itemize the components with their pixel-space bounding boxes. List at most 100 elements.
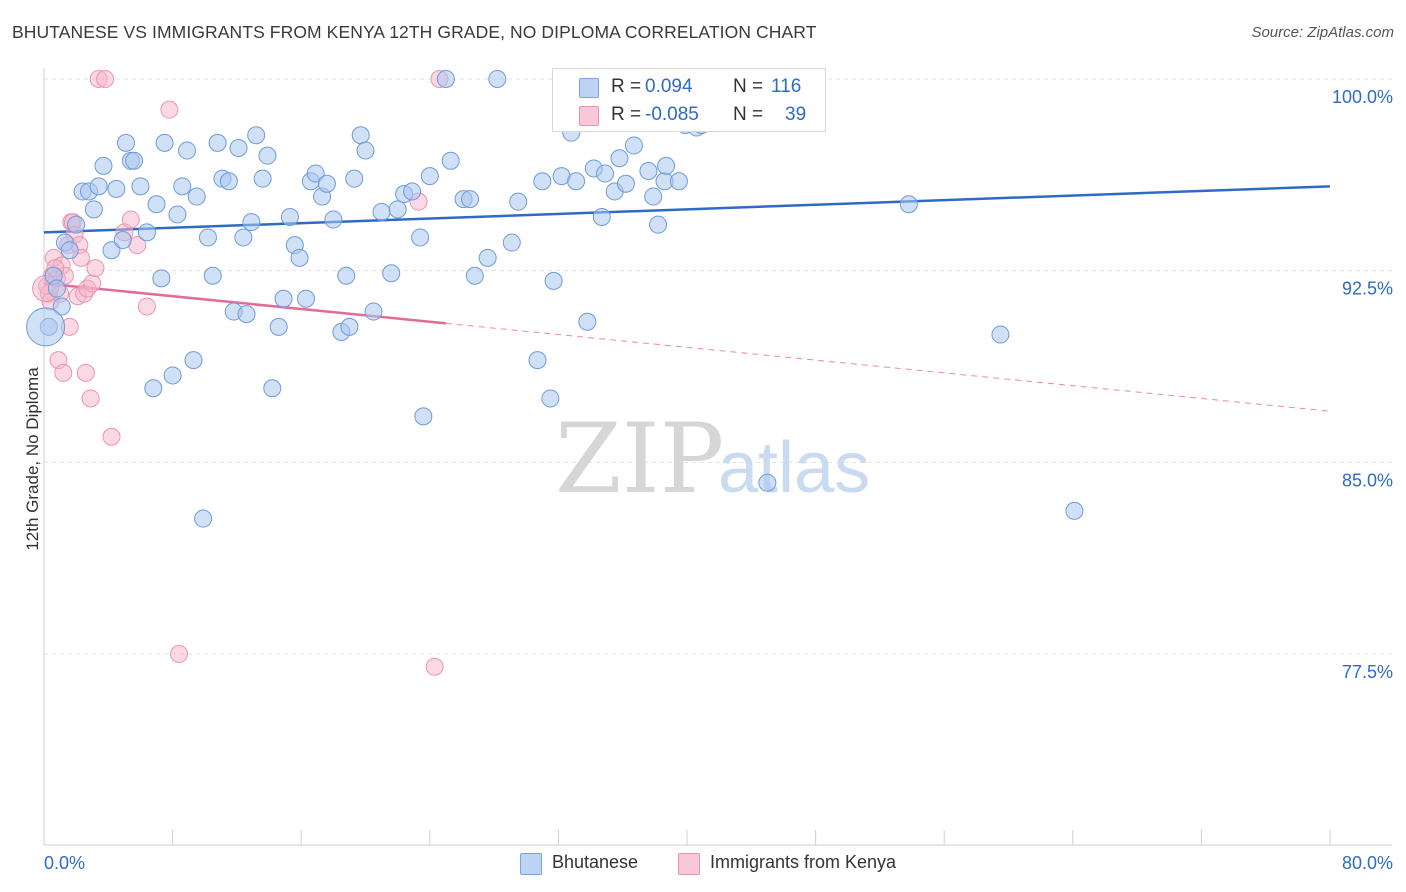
legend: R = 0.094 N = 116 R = -0.085 N = 39 (552, 68, 826, 132)
bhutanese-point (263, 379, 282, 398)
bhutanese-point (297, 289, 316, 308)
bhutanese-point (403, 182, 422, 201)
bhutanese-point (253, 169, 272, 188)
bhutanese-point (247, 126, 266, 145)
chart-title: BHUTANESE VS IMMIGRANTS FROM KENYA 12TH … (12, 22, 817, 42)
bhutanese-point (382, 264, 401, 283)
bhutanese-point (107, 179, 126, 198)
bhutanese-point (84, 200, 103, 219)
kenya-point (160, 100, 179, 119)
watermark-atlas: atlas (718, 428, 870, 508)
bhutanese-point (67, 215, 86, 234)
bhutanese-point (478, 248, 497, 267)
bottom-legend-swatch-pink (678, 853, 700, 875)
legend-n-label: N = (733, 104, 764, 125)
legend-swatch-pink (579, 106, 599, 126)
watermark-zip: ZIP (555, 403, 724, 515)
legend-n-value: 39 (785, 104, 807, 125)
kenya-trend-line-dashed (445, 322, 1331, 412)
y-axis-label: 12th Grade, No Diploma (23, 367, 42, 551)
bhutanese-point (187, 187, 206, 206)
kenya-point (83, 274, 102, 293)
legend-n-label: N = (733, 76, 764, 97)
bhutanese-point (502, 233, 521, 252)
bhutanese-point (184, 351, 203, 370)
kenya-point (81, 389, 100, 408)
axes (43, 68, 1392, 846)
trend-lines (43, 185, 1331, 412)
bhutanese-point (324, 210, 343, 229)
source-label: Source: ZipAtlas.com (1251, 24, 1394, 41)
bhutanese-point (317, 174, 336, 193)
bhutanese-point (116, 133, 135, 152)
bhutanese-point (242, 213, 261, 232)
bhutanese-point (144, 379, 163, 398)
bhutanese-point (290, 248, 309, 267)
bottom-legend-label: Immigrants from Kenya (710, 852, 897, 872)
y-tick-label: 77.5% (1342, 662, 1393, 682)
bhutanese-point (899, 195, 918, 214)
bhutanese-point (657, 156, 676, 175)
bhutanese-point (592, 208, 611, 226)
kenya-point (96, 70, 115, 88)
bhutanese-point (351, 126, 370, 145)
bhutanese-point (131, 177, 150, 196)
kenya-point (121, 210, 140, 229)
bhutanese-trend-line (43, 185, 1331, 234)
bhutanese-point (544, 271, 563, 290)
gridlines (44, 78, 1392, 655)
bhutanese-point (436, 70, 455, 88)
bhutanese-point (152, 269, 171, 288)
legend-r-value: 0.094 (645, 76, 693, 97)
bhutanese-point (345, 169, 364, 188)
legend-r-value: -0.085 (645, 104, 699, 125)
legend-r-label: R = (611, 76, 642, 97)
bhutanese-point (414, 407, 433, 426)
bhutanese-point (94, 156, 113, 175)
kenya-point (170, 645, 189, 663)
bhutanese-point (234, 228, 253, 247)
bhutanese-point (669, 172, 688, 191)
bhutanese-point (460, 190, 479, 209)
bhutanese-point (372, 202, 391, 221)
bhutanese-point (610, 149, 629, 168)
legend-n-value: 116 (771, 76, 802, 97)
legend-swatch-blue (579, 78, 599, 98)
y-tick-label: 92.5% (1342, 279, 1393, 299)
bhutanese-point (89, 177, 108, 196)
bhutanese-point (237, 305, 256, 324)
bhutanese-point (178, 141, 197, 160)
bhutanese-point (991, 325, 1010, 344)
bhutanese-point (102, 241, 121, 260)
bhutanese-point (1065, 501, 1084, 520)
bhutanese-point (567, 172, 586, 191)
bhutanese-point (356, 141, 375, 160)
bhutanese-point (509, 192, 528, 211)
bhutanese-point (465, 266, 484, 285)
y-tick-label: 85.0% (1342, 470, 1393, 490)
bhutanese-point (26, 307, 66, 347)
bhutanese-point (758, 473, 777, 492)
bhutanese-point (488, 70, 507, 88)
bhutanese-point (155, 133, 174, 152)
bhutanese-point (388, 200, 407, 219)
bhutanese-point (533, 172, 552, 191)
bottom-legend-swatch-blue (520, 853, 542, 875)
kenya-point (54, 363, 73, 382)
bhutanese-point (649, 215, 668, 234)
bhutanese-point (194, 509, 213, 528)
legend-row-bhutanese: R = 0.094 N = 116 (553, 75, 825, 101)
kenya-point (137, 297, 156, 316)
bhutanese-point (596, 164, 615, 183)
bhutanese-point (173, 177, 192, 196)
legend-r-label: R = (611, 104, 642, 125)
kenya-points (32, 70, 449, 676)
bhutanese-point (280, 208, 299, 226)
bhutanese-point (60, 241, 79, 260)
bhutanese-point (163, 366, 182, 385)
bhutanese-point (258, 146, 277, 165)
legend-row-kenya: R = -0.085 N = 39 (553, 103, 825, 129)
bhutanese-point (578, 312, 597, 331)
bhutanese-point (340, 317, 359, 336)
